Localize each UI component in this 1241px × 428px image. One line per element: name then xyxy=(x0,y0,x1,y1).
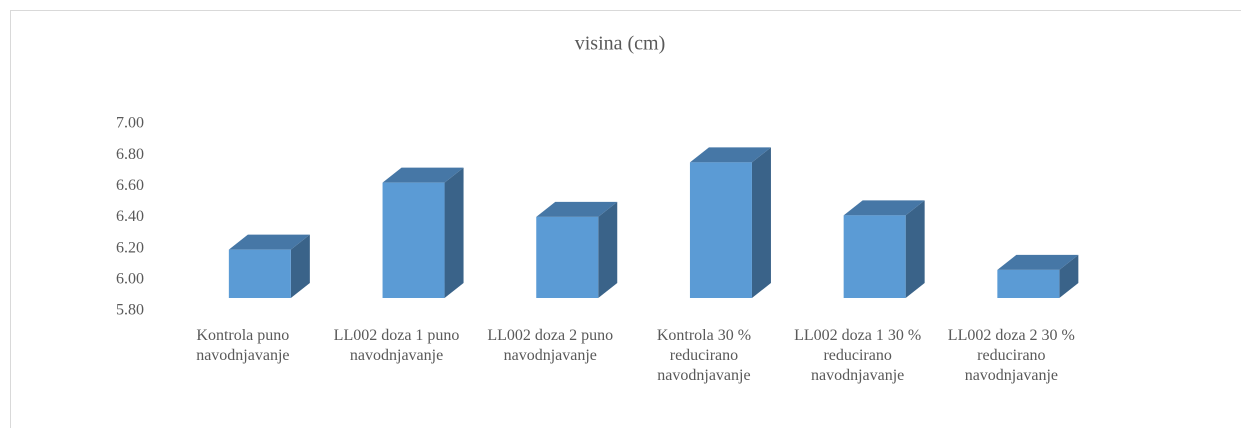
bar-top xyxy=(843,200,925,216)
y-tick-label: 6.20 xyxy=(116,239,144,256)
x-tick-label: LL002 doza 2 30 % reducirano navodnjavan… xyxy=(947,327,1075,384)
bar-side xyxy=(751,147,771,298)
y-tick-label: 6.80 xyxy=(116,146,144,163)
x-tick-label: Kontrola 30 % reducirano navodnjavanje xyxy=(656,327,752,384)
bar xyxy=(228,249,291,298)
bar xyxy=(536,216,599,298)
y-tick-label: 7.00 xyxy=(116,115,144,132)
x-tick-label: LL002 doza 2 puno navodnjavanje xyxy=(487,327,614,364)
bar-top xyxy=(689,147,771,163)
bar-top xyxy=(382,167,464,183)
bar-side xyxy=(290,234,310,298)
bar-side xyxy=(905,200,925,298)
bar-side xyxy=(1059,254,1079,298)
chart-title: visina (cm) xyxy=(575,33,666,55)
bar xyxy=(689,162,752,298)
x-tick-label: Kontrola puno navodnjavanje xyxy=(196,327,290,364)
bar xyxy=(997,269,1060,298)
bar-side xyxy=(598,201,618,298)
bar xyxy=(382,182,445,298)
bar-top xyxy=(536,201,618,217)
y-tick-label: 6.00 xyxy=(116,271,144,288)
bar-top xyxy=(228,234,310,250)
chart-border xyxy=(10,10,1241,428)
bar xyxy=(843,215,906,298)
bar-side xyxy=(444,167,464,298)
x-tick-label: LL002 doza 1 puno navodnjavanje xyxy=(333,327,460,364)
y-tick-label: 5.80 xyxy=(116,302,144,319)
x-tick-label: LL002 doza 1 30 % reducirano navodnjavan… xyxy=(794,327,922,384)
y-tick-label: 6.40 xyxy=(116,208,144,225)
bar-top xyxy=(997,254,1079,270)
y-tick-label: 6.60 xyxy=(116,177,144,194)
